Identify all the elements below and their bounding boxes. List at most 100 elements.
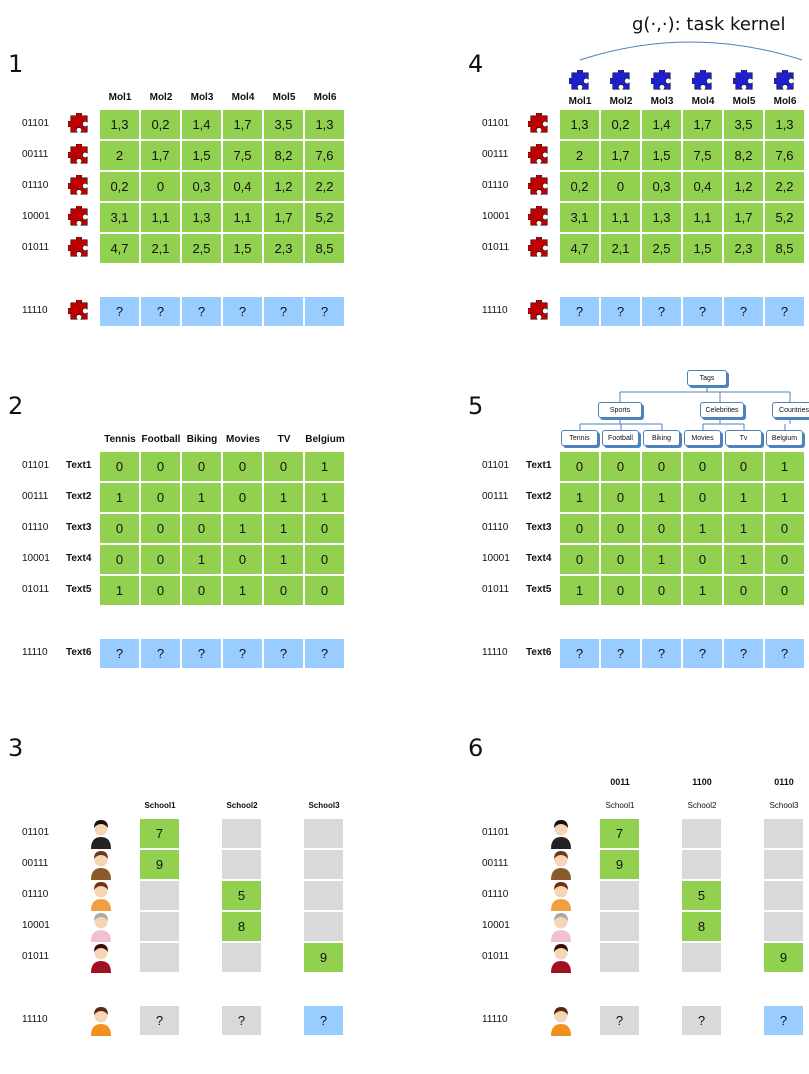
blue-puzzle-piece-icon <box>569 70 589 90</box>
data-cell: 9 <box>600 850 640 880</box>
data-cell: 1,1 <box>683 203 723 233</box>
red-puzzle-piece-icon <box>68 300 88 320</box>
row-label: Text4 <box>66 553 92 564</box>
row-id: 01101 <box>22 827 50 838</box>
school-code: 0110 <box>774 777 794 787</box>
tag-root-box: Tags <box>687 370 727 386</box>
data-cell <box>140 881 180 911</box>
data-cell: 0 <box>305 514 345 544</box>
data-cell: 7,5 <box>683 141 723 171</box>
person-avatar-icon <box>91 913 111 942</box>
row-id: 01110 <box>22 522 49 533</box>
row-id: 10001 <box>482 211 510 222</box>
data-cell: 0 <box>182 514 222 544</box>
column-header: Movies <box>226 434 260 445</box>
tag-leaf-box: Tennis <box>561 430 598 446</box>
column-header: School2 <box>226 801 258 810</box>
row-label: Text3 <box>66 522 92 533</box>
column-header: Mol1 <box>108 92 132 103</box>
data-cell: 2,2 <box>305 172 345 202</box>
column-header: School2 <box>687 801 717 810</box>
data-cell: 1,5 <box>683 234 723 264</box>
panel-number: 2 <box>8 392 24 420</box>
column-header: Mol5 <box>732 96 756 107</box>
row-id: 01110 <box>482 889 509 900</box>
data-cell: 2,3 <box>264 234 304 264</box>
data-cell: 1,7 <box>223 110 263 140</box>
data-cell: 5 <box>222 881 262 911</box>
query-cell: ? <box>100 639 140 669</box>
data-cell: 1,7 <box>141 141 181 171</box>
person-avatar-icon <box>551 913 571 942</box>
data-cell: 0 <box>601 514 641 544</box>
query-cell: ? <box>100 297 140 327</box>
column-header: Mol4 <box>231 92 255 103</box>
data-cell: 0 <box>100 545 140 575</box>
data-cell <box>764 881 804 911</box>
data-cell <box>682 943 722 973</box>
data-cell: 9 <box>304 943 344 973</box>
row-id: 00111 <box>482 149 509 160</box>
data-cell: 2 <box>100 141 140 171</box>
data-cell: 0,2 <box>601 110 641 140</box>
data-cell: 1 <box>100 576 140 606</box>
column-header: Mol1 <box>568 96 592 107</box>
red-puzzle-piece-icon <box>528 300 548 320</box>
data-cell: 0 <box>601 452 641 482</box>
column-header: Tennis <box>104 434 136 445</box>
query-cell: ? <box>682 1006 722 1036</box>
data-cell: 1 <box>182 545 222 575</box>
school-code: 1100 <box>692 777 712 787</box>
tag-leaf-box: Movies <box>684 430 721 446</box>
data-cell: 1 <box>223 576 263 606</box>
data-cell: 0 <box>601 576 641 606</box>
panel-2: 2 Tennis Football Biking Movies TV Belgium 0110… <box>0 392 404 732</box>
data-cell: 2,5 <box>182 234 222 264</box>
query-cell: ? <box>724 639 764 669</box>
row-id: 10001 <box>482 920 510 931</box>
data-cell: 0 <box>683 483 723 513</box>
data-cell: 0 <box>560 452 600 482</box>
row-label: Text5 <box>526 584 552 595</box>
tag-leaf-box: Biking <box>643 430 680 446</box>
data-cell: 8 <box>222 912 262 942</box>
data-cell <box>764 912 804 942</box>
query-cell: ? <box>724 297 764 327</box>
panel-number: 5 <box>468 392 484 420</box>
data-cell: 1 <box>560 576 600 606</box>
data-cell: 8,5 <box>305 234 345 264</box>
data-cell: 0 <box>305 545 345 575</box>
data-cell: 1,5 <box>642 141 682 171</box>
query-cell: ? <box>305 297 345 327</box>
data-cell: 5 <box>682 881 722 911</box>
data-cell: 7 <box>140 819 180 849</box>
data-cell: 0 <box>141 483 181 513</box>
person-avatar-icon <box>551 944 571 973</box>
data-cell: 3,1 <box>100 203 140 233</box>
data-cell <box>304 850 344 880</box>
panel-4: 4 Mol1 Mol2 Mol3 Mol4 Mol5 Mol6 01101 1,3 0,2 1,4 1… <box>460 14 809 390</box>
data-cell: 1,3 <box>305 110 345 140</box>
column-header: Mol6 <box>313 92 337 103</box>
data-cell: 0 <box>264 576 304 606</box>
query-cell: ? <box>642 297 682 327</box>
data-cell: 1,3 <box>182 203 222 233</box>
query-cell: ? <box>182 297 222 327</box>
data-cell: 1 <box>182 483 222 513</box>
data-cell: 1,7 <box>264 203 304 233</box>
school-code: 0011 <box>610 777 630 787</box>
row-label: Text6 <box>526 647 552 658</box>
data-cell: 2,1 <box>601 234 641 264</box>
data-cell: 1 <box>642 483 682 513</box>
data-cell: 0 <box>264 452 304 482</box>
row-id: 01101 <box>482 460 510 471</box>
data-cell: 0 <box>724 452 764 482</box>
query-cell: ? <box>560 297 600 327</box>
tag-leaf-box: Football <box>602 430 639 446</box>
data-cell: 4,7 <box>560 234 600 264</box>
column-header: Mol2 <box>149 92 173 103</box>
data-cell: 8,2 <box>724 141 764 171</box>
data-cell: 1 <box>683 576 723 606</box>
data-cell: 1 <box>100 483 140 513</box>
data-cell: 3,5 <box>264 110 304 140</box>
